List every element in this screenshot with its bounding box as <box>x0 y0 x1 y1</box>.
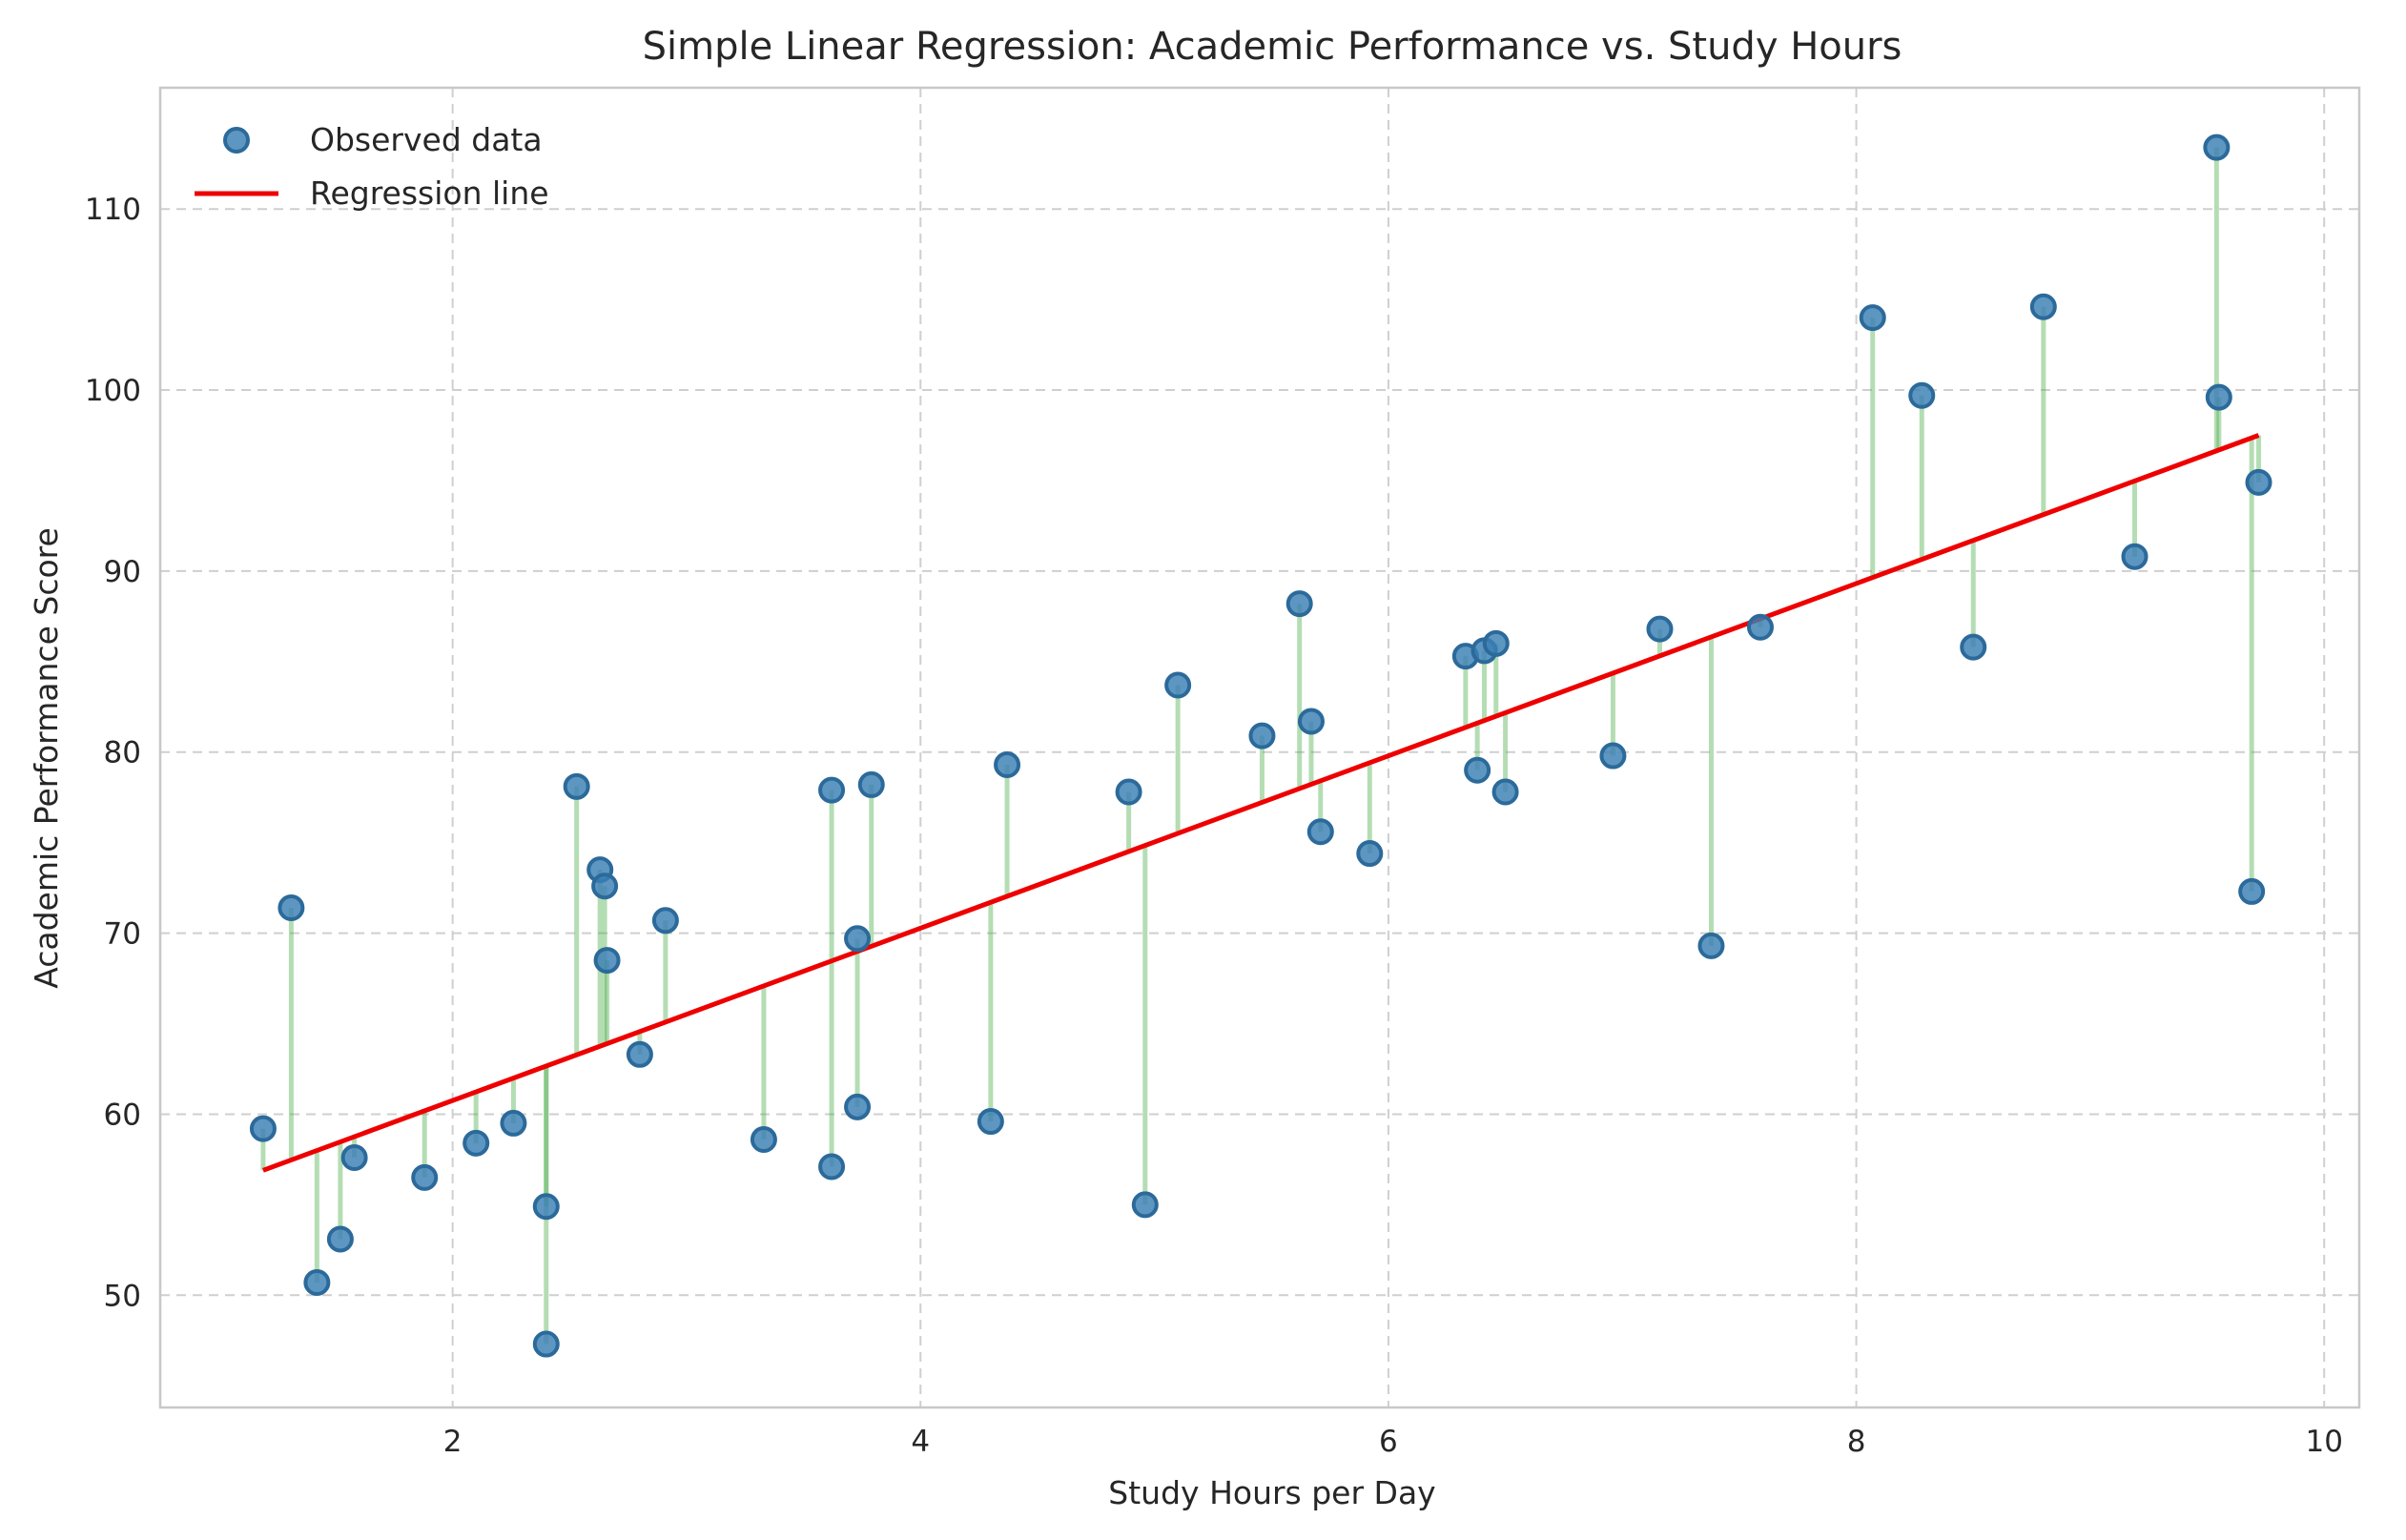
data-point <box>2245 468 2272 496</box>
data-point <box>1697 932 1725 959</box>
data-point <box>278 894 305 922</box>
x-tick-labels: 2 4 6 8 10 <box>443 1425 2343 1459</box>
data-point <box>750 1126 777 1154</box>
data-point <box>1285 590 1313 618</box>
data-point <box>2203 133 2231 161</box>
regression-line <box>262 433 2260 1173</box>
y-tick-label: 110 <box>85 193 141 227</box>
legend-marker-observed <box>223 127 250 154</box>
chart-title: Simple Linear Regression: Academic Perfo… <box>643 25 1902 69</box>
data-point <box>2121 543 2149 570</box>
data-point <box>994 751 1021 779</box>
data-point <box>1746 613 1774 641</box>
data-point <box>593 947 621 975</box>
data-point <box>1646 615 1674 643</box>
legend: Observed data Regression line <box>195 121 549 212</box>
data-point <box>1248 722 1276 749</box>
data-point <box>591 873 619 900</box>
data-point <box>326 1225 354 1253</box>
data-point <box>303 1269 331 1297</box>
data-point <box>2238 877 2266 905</box>
data-point <box>1297 708 1325 735</box>
y-tick-label: 80 <box>104 736 141 770</box>
y-tick-labels: 50 60 70 80 90 100 110 <box>85 193 141 1313</box>
regression-line-layer <box>262 433 2260 1173</box>
data-point <box>1482 629 1510 657</box>
y-tick-label: 100 <box>85 374 141 408</box>
y-tick-label: 50 <box>104 1279 141 1313</box>
data-point <box>977 1108 1004 1136</box>
data-point <box>626 1040 653 1068</box>
plot-frame <box>158 86 2361 1409</box>
data-point <box>857 770 885 798</box>
legend-label-regression: Regression line <box>310 175 549 212</box>
x-tick-label: 6 <box>1379 1425 1398 1459</box>
data-point <box>463 1129 490 1157</box>
legend-label-observed: Observed data <box>310 121 543 158</box>
data-point <box>500 1109 527 1137</box>
data-point <box>1131 1191 1159 1219</box>
data-point <box>249 1115 277 1142</box>
data-point <box>1164 671 1192 699</box>
data-point <box>2029 293 2057 320</box>
data-point <box>532 1193 560 1221</box>
data-point <box>651 907 679 934</box>
data-point <box>2205 383 2232 411</box>
x-tick-label: 4 <box>911 1425 930 1459</box>
data-points <box>249 133 2272 1358</box>
data-point <box>1115 778 1142 806</box>
data-point <box>844 925 872 953</box>
x-tick-label: 10 <box>2305 1425 2342 1459</box>
data-point <box>340 1144 368 1172</box>
data-point <box>1306 818 1334 846</box>
data-point <box>1859 304 1886 332</box>
data-point <box>1464 756 1491 784</box>
data-point <box>1356 840 1384 868</box>
x-axis-label: Study Hours per Day <box>1108 1474 1435 1511</box>
data-point <box>1599 742 1627 770</box>
y-tick-label: 70 <box>104 917 141 952</box>
data-point <box>1491 778 1519 806</box>
x-tick-label: 2 <box>443 1425 463 1459</box>
y-tick-label: 60 <box>104 1098 141 1132</box>
data-point <box>1908 381 1936 409</box>
grid-lines <box>160 88 2359 1407</box>
data-point <box>844 1093 872 1120</box>
x-tick-label: 8 <box>1847 1425 1866 1459</box>
data-point <box>532 1330 560 1358</box>
data-point <box>563 772 590 800</box>
y-tick-label: 90 <box>104 555 141 589</box>
data-point <box>818 776 846 804</box>
data-point <box>818 1153 846 1181</box>
data-point <box>1960 633 1987 661</box>
data-point <box>411 1163 439 1191</box>
y-axis-label: Academic Performance Score <box>28 527 65 989</box>
